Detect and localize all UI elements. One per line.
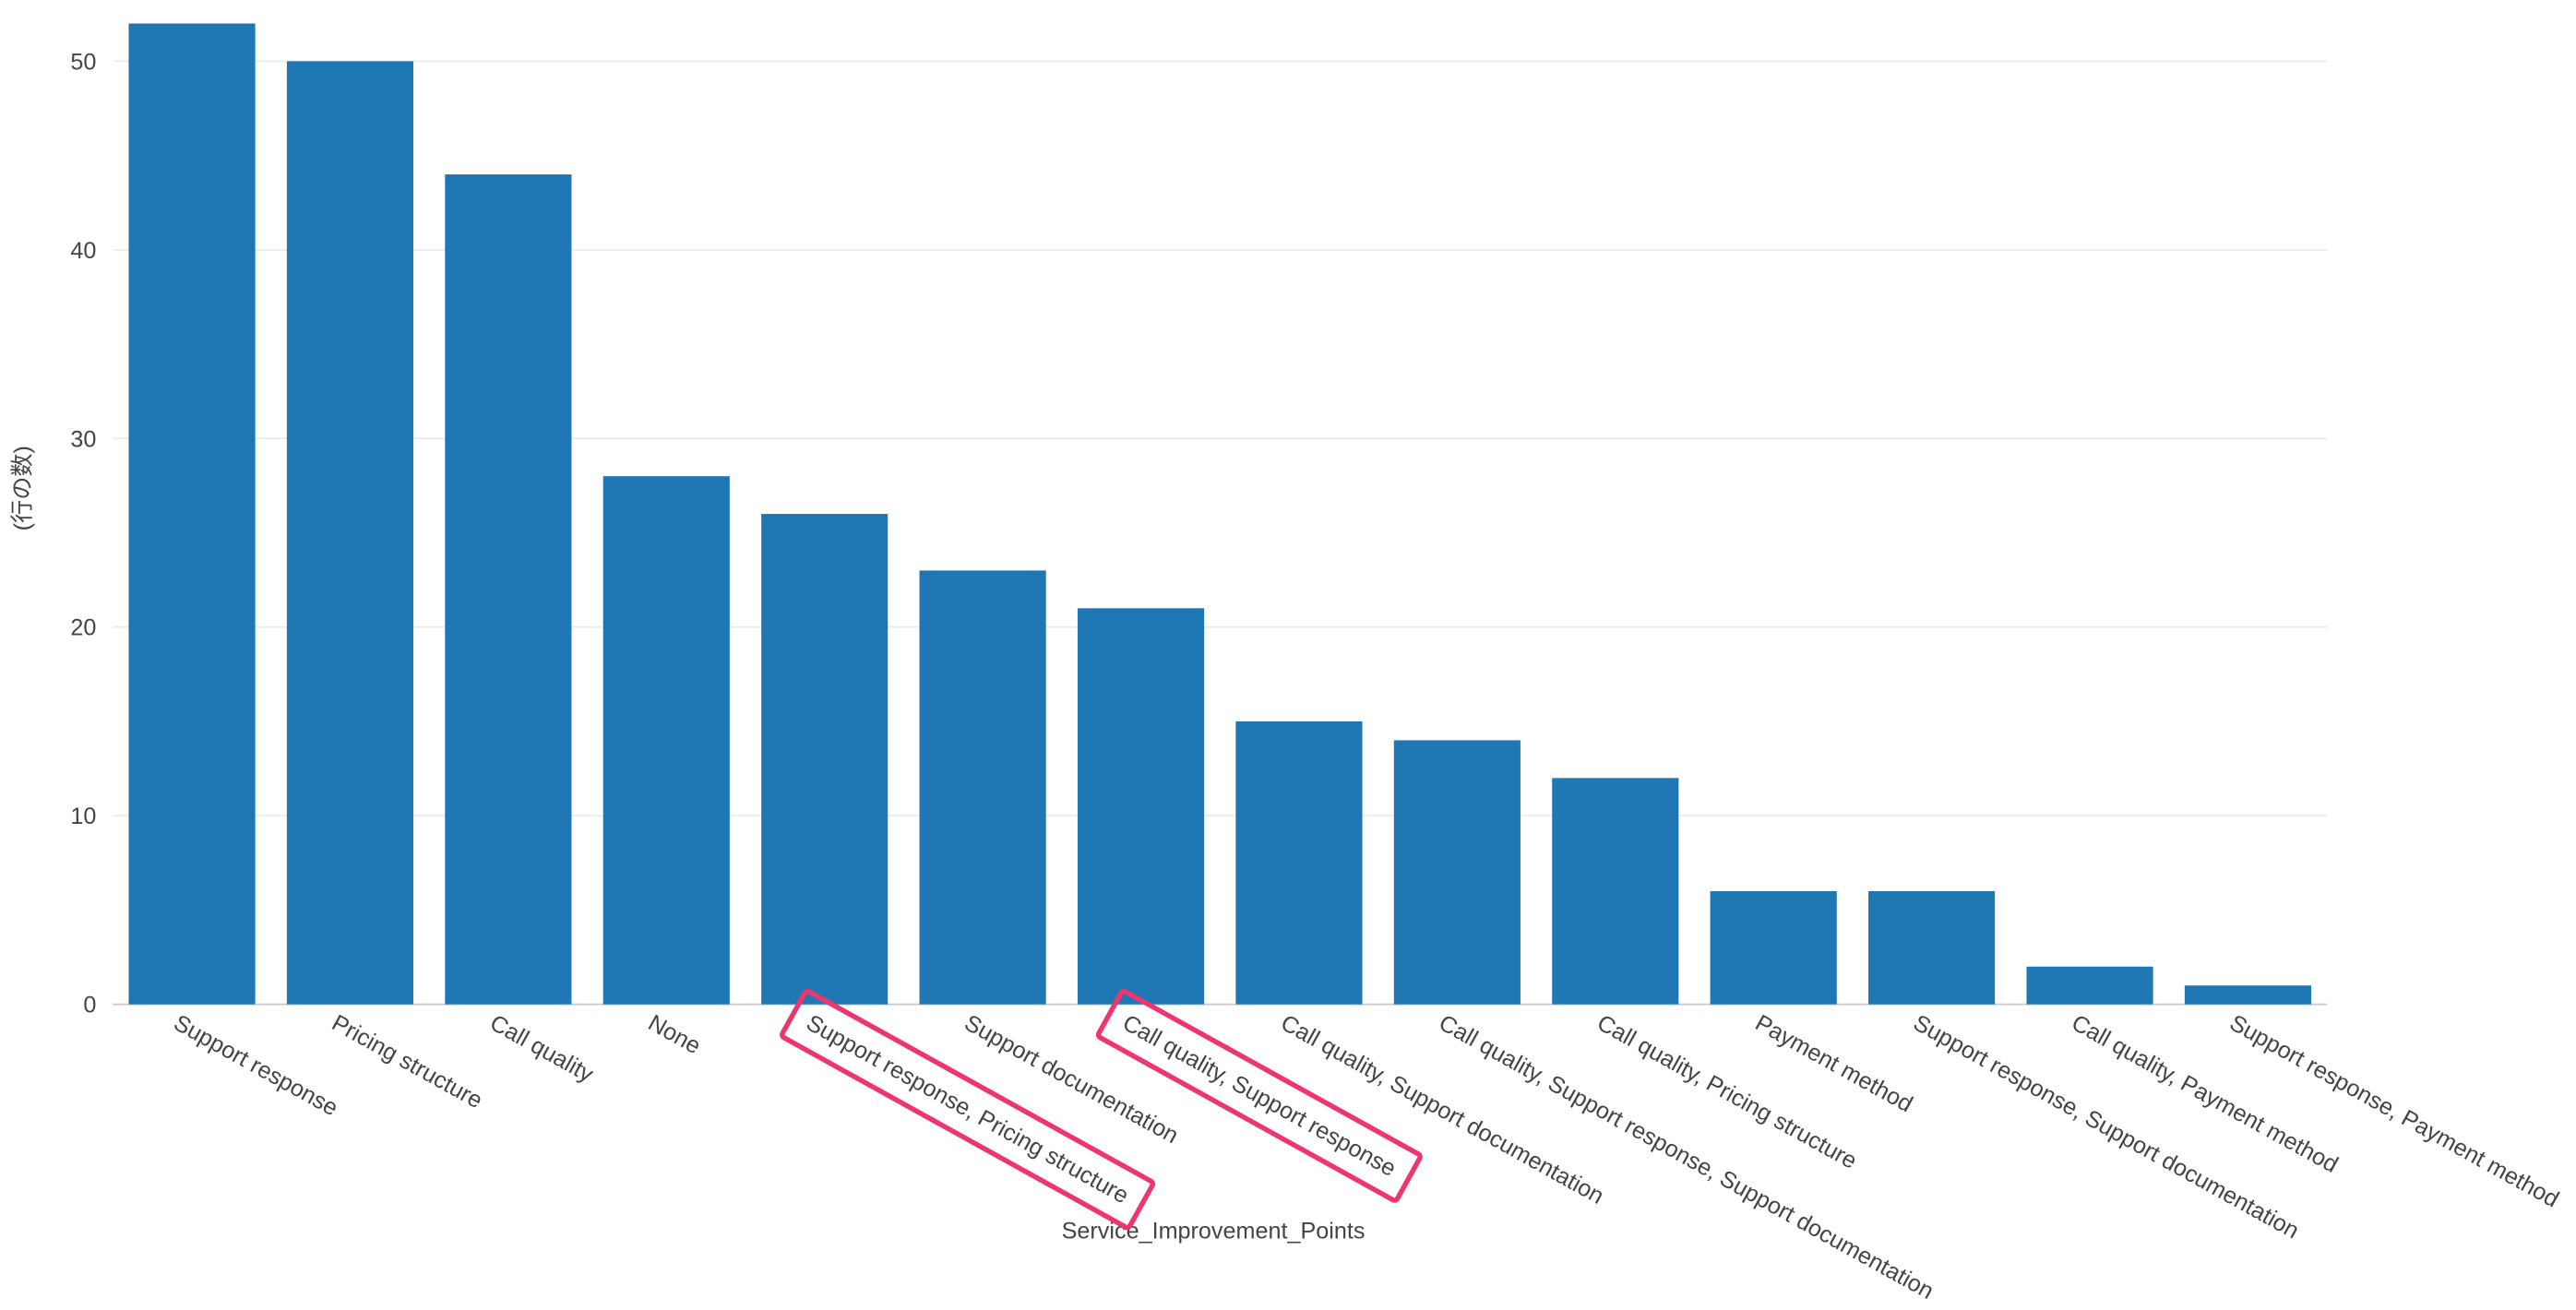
x-tick-label: Call quality, Payment method [2068, 1010, 2343, 1178]
x-tick-label: None [644, 1010, 705, 1060]
x-tick-label: Support response, Pricing structure [802, 1010, 1133, 1209]
y-tick-label: 30 [70, 426, 96, 452]
x-tick: Call quality, Pricing structure [1592, 1010, 1861, 1174]
x-tick: Payment method [1751, 1010, 1917, 1118]
bar [761, 514, 888, 1005]
bar [2184, 985, 2312, 1005]
bar [1235, 720, 1363, 1005]
bar [602, 476, 730, 1005]
x-tick: Support response [170, 1010, 342, 1122]
bar [1552, 778, 1679, 1005]
x-tick-label: Pricing structure [328, 1010, 487, 1114]
x-tick-label: Call quality, Support response [1118, 1010, 1401, 1182]
x-tick-label: Call quality [485, 1010, 598, 1088]
x-tick: Call quality, Payment method [2068, 1010, 2343, 1178]
x-tick-label: Support response, Payment method [2225, 1010, 2563, 1213]
bar [2026, 966, 2153, 1005]
y-tick-label: 20 [70, 615, 96, 641]
x-axis-label: Service_Improvement_Points [1062, 1218, 1366, 1244]
bar [919, 570, 1046, 1005]
bar [445, 174, 572, 1005]
bar [128, 23, 256, 1005]
bar [1710, 891, 1837, 1005]
highlight-box [1095, 988, 1423, 1203]
y-tick-label: 50 [70, 49, 96, 75]
bar [1868, 891, 1996, 1005]
x-tick: Call quality [485, 1010, 598, 1088]
x-tick-label: Call quality, Support documentation [1276, 1010, 1608, 1209]
bar [286, 61, 414, 1005]
y-tick-label: 10 [70, 804, 96, 829]
y-tick-label: 40 [70, 238, 96, 264]
x-tick: Support response, Payment method [2225, 1010, 2563, 1213]
x-tick: None [644, 1010, 705, 1060]
y-axis-label: (行の数) [9, 446, 35, 530]
x-tick: Pricing structure [328, 1010, 487, 1114]
x-tick-label: Payment method [1751, 1010, 1917, 1118]
highlight-box [780, 988, 1155, 1231]
bar [1077, 608, 1205, 1005]
x-tick: Call quality, Support documentation [1276, 1010, 1608, 1209]
x-tick: Call quality, Support response [1095, 988, 1423, 1203]
y-tick-label: 0 [83, 993, 96, 1018]
x-tick-label: Support response [170, 1010, 342, 1122]
x-tick-label: Call quality, Pricing structure [1592, 1010, 1861, 1174]
bar [1393, 740, 1521, 1005]
